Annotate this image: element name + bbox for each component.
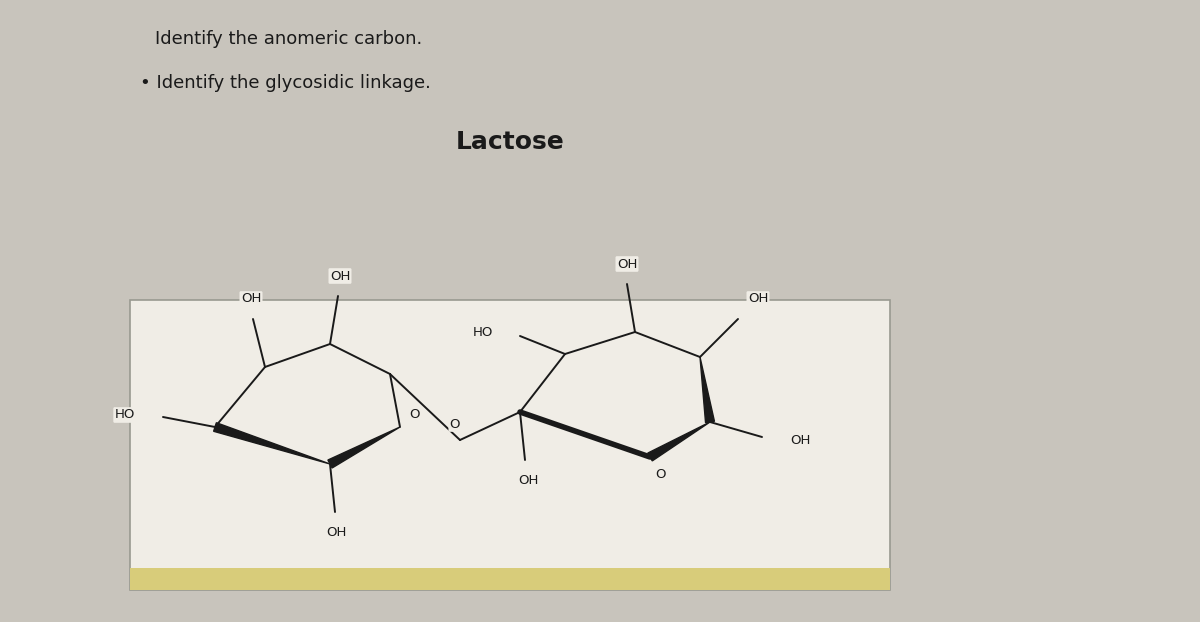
Text: O: O — [655, 468, 665, 481]
Polygon shape — [648, 422, 710, 461]
Text: HO: HO — [115, 409, 134, 422]
Polygon shape — [700, 357, 714, 423]
Polygon shape — [328, 427, 400, 468]
Polygon shape — [214, 423, 330, 464]
Text: OH: OH — [748, 292, 768, 305]
Text: OH: OH — [617, 258, 637, 271]
Text: OH: OH — [518, 473, 538, 486]
Text: Lactose: Lactose — [456, 130, 564, 154]
Text: OH: OH — [326, 526, 346, 539]
Text: Identify the anomeric carbon.: Identify the anomeric carbon. — [155, 30, 422, 48]
Text: • Identify the glycosidic linkage.: • Identify the glycosidic linkage. — [140, 74, 431, 92]
Text: O: O — [409, 409, 419, 422]
Text: OH: OH — [241, 292, 262, 305]
Bar — [130, 568, 890, 590]
Text: HO: HO — [473, 325, 493, 338]
Text: OH: OH — [790, 434, 810, 447]
Text: O: O — [450, 417, 461, 430]
Text: OH: OH — [330, 269, 350, 282]
Bar — [130, 300, 890, 590]
